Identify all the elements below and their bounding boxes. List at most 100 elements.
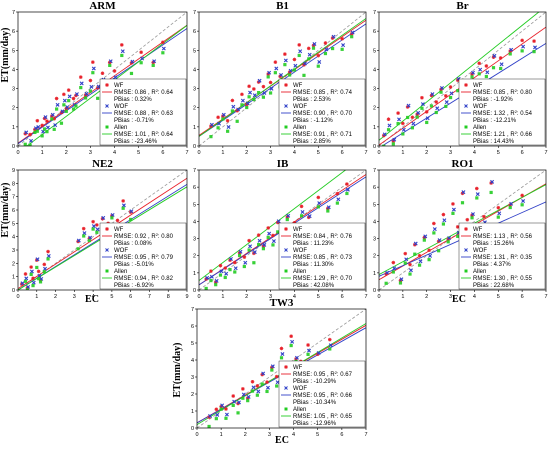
legend-series-name: WF bbox=[473, 83, 483, 89]
point-wf bbox=[292, 57, 297, 62]
point-allen bbox=[460, 201, 465, 205]
legend-rmse-r2: RMSE: 0.85 , R2: 0.73 bbox=[293, 253, 353, 261]
y-tick-label: 1 bbox=[193, 271, 196, 277]
point-wof bbox=[60, 109, 65, 114]
point-allen bbox=[508, 52, 512, 56]
point-allen bbox=[271, 243, 275, 247]
y-tick-label: 3 bbox=[193, 237, 196, 243]
y-tick-label: 6 bbox=[193, 185, 196, 191]
point-wof bbox=[428, 253, 433, 258]
x-tick-label: 2 bbox=[425, 294, 428, 300]
x-tick-label: 6 bbox=[341, 294, 344, 300]
point-wf bbox=[256, 233, 261, 237]
point-wof bbox=[248, 244, 253, 249]
point-wf bbox=[91, 219, 95, 224]
point-wof bbox=[411, 121, 416, 126]
x-tick-label: 1 bbox=[401, 294, 404, 300]
point-wof bbox=[121, 203, 126, 208]
y-tick-label: 0 bbox=[12, 288, 15, 294]
x-tick-label: 3 bbox=[73, 294, 76, 300]
y-tick-label: 5 bbox=[193, 48, 196, 54]
point-allen bbox=[410, 126, 414, 130]
point-wof bbox=[509, 201, 514, 206]
point-wf bbox=[444, 94, 448, 98]
point-wof bbox=[274, 66, 279, 71]
y-tick-label: 6 bbox=[12, 208, 15, 214]
y-tick-label: 6 bbox=[191, 324, 194, 330]
point-wf bbox=[81, 226, 86, 231]
y-axis-label-row1: ET(mm/day) bbox=[0, 28, 11, 83]
point-allen bbox=[432, 231, 436, 235]
point-allen bbox=[120, 53, 124, 58]
point-allen bbox=[532, 50, 536, 54]
legend-pbias: PBias : 4.37% bbox=[473, 262, 511, 268]
point-wf bbox=[66, 88, 71, 92]
point-wof bbox=[302, 61, 307, 66]
point-allen bbox=[79, 86, 83, 90]
point-allen bbox=[246, 399, 250, 403]
point-wof bbox=[37, 273, 42, 278]
y-tick-label: 4 bbox=[373, 67, 376, 73]
point-wof bbox=[399, 277, 404, 282]
point-allen bbox=[283, 63, 287, 67]
point-wf bbox=[78, 75, 83, 79]
plot-frame bbox=[198, 169, 367, 291]
point-allen bbox=[316, 64, 320, 68]
legend-rmse-r2: RMSE: 0.85 , R2: 0.80 bbox=[473, 88, 533, 96]
point-wof bbox=[279, 72, 284, 77]
legend-rmse-r2: RMSE: 0.92 , R2: 0.80 bbox=[114, 232, 174, 240]
x-tick-label: 5 bbox=[110, 294, 113, 300]
point-wof bbox=[444, 100, 449, 105]
y-tick-label: 5 bbox=[373, 48, 376, 54]
x-tick-label: 6 bbox=[129, 294, 132, 300]
point-allen bbox=[96, 96, 100, 100]
legend-pbias: PBias : -10.34% bbox=[293, 400, 337, 406]
point-wof bbox=[341, 43, 346, 48]
point-wof bbox=[478, 67, 483, 72]
point-wf bbox=[482, 214, 486, 219]
point-wf bbox=[23, 272, 28, 276]
point-allen bbox=[386, 128, 391, 132]
point-wof bbox=[533, 45, 538, 50]
point-wof bbox=[43, 115, 48, 120]
point-allen bbox=[439, 90, 443, 94]
legend-rmse-r2: RMSE: 0.84 , R2: 0.76 bbox=[293, 232, 353, 240]
y-tick-label: 6 bbox=[193, 29, 196, 35]
point-allen bbox=[496, 215, 500, 219]
x-axis-label-ro1: EC bbox=[452, 294, 466, 305]
point-allen bbox=[74, 104, 78, 108]
point-wf bbox=[242, 255, 247, 259]
point-wof bbox=[387, 123, 392, 128]
point-wof bbox=[205, 275, 210, 280]
point-allen bbox=[71, 107, 76, 111]
point-wof bbox=[275, 380, 280, 385]
point-wf bbox=[268, 80, 273, 85]
point-allen bbox=[228, 268, 232, 272]
point-wf bbox=[477, 61, 481, 66]
legend-pbias: PBias : -10.29% bbox=[293, 379, 337, 385]
panel-title-ne2: NE2 bbox=[92, 158, 113, 170]
y-tick-label: 0 bbox=[193, 288, 196, 294]
point-allen bbox=[391, 142, 395, 146]
point-allen bbox=[398, 281, 403, 285]
point-wof bbox=[336, 197, 341, 202]
point-wf bbox=[396, 111, 400, 115]
point-wof bbox=[84, 91, 89, 96]
point-wf bbox=[161, 40, 165, 45]
point-allen bbox=[64, 109, 68, 113]
y-tick-label: 0 bbox=[12, 144, 15, 150]
point-allen bbox=[266, 75, 270, 79]
point-wof bbox=[29, 138, 34, 143]
point-wof bbox=[290, 339, 295, 344]
legend-pbias: PBias : 22.68% bbox=[473, 283, 515, 289]
point-wf bbox=[88, 78, 93, 83]
y-tick-label: 3 bbox=[193, 87, 196, 93]
point-allen bbox=[425, 120, 429, 125]
x-tick-label: 4 bbox=[292, 432, 295, 438]
x-tick-label: 1 bbox=[220, 432, 223, 438]
x-tick-label: 3 bbox=[269, 150, 272, 156]
point-wf bbox=[28, 132, 32, 137]
point-wf bbox=[266, 226, 270, 230]
